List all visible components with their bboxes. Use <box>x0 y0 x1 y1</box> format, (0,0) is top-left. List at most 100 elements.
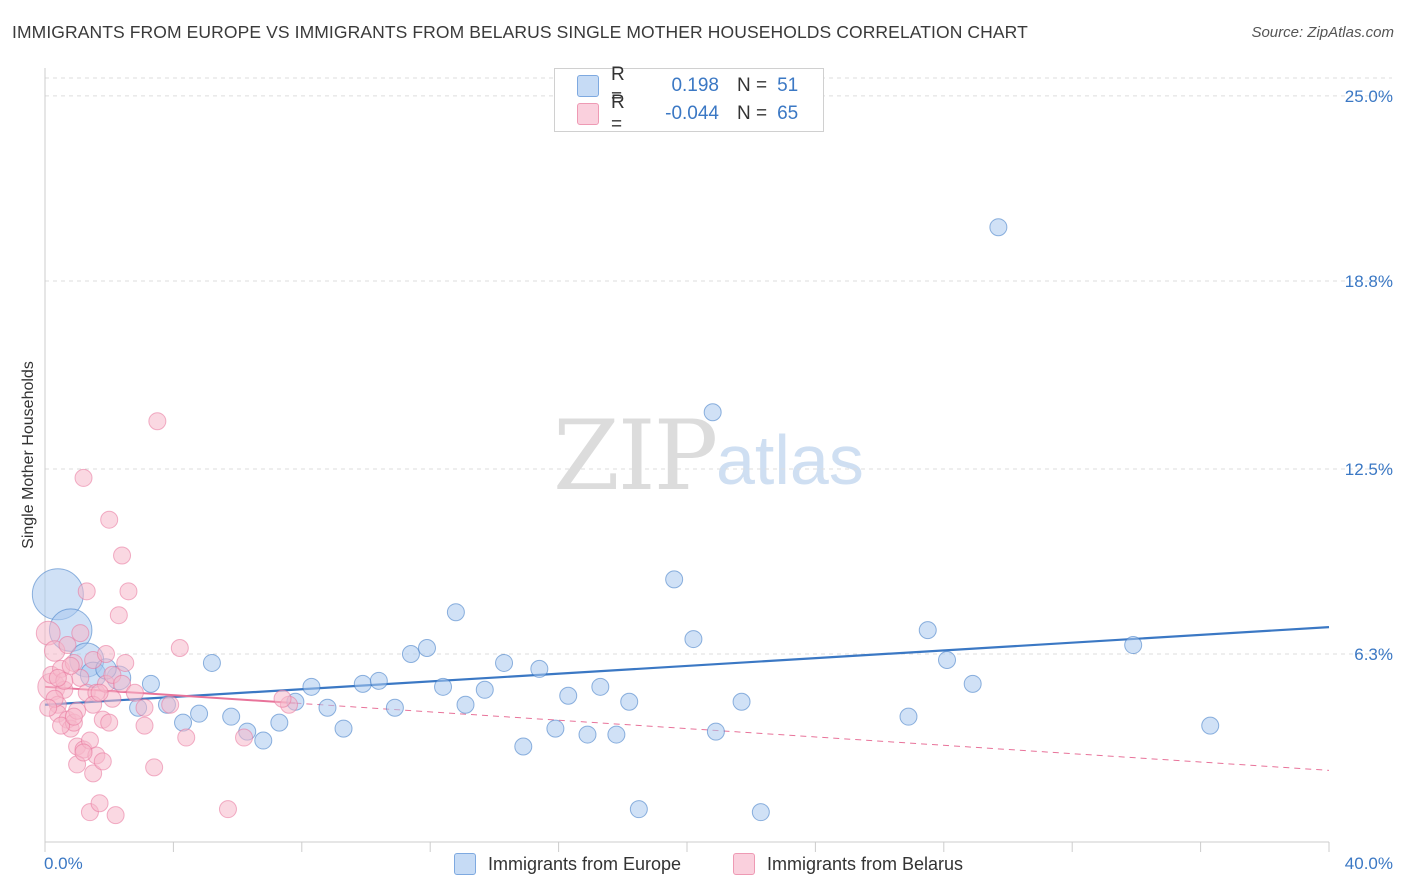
data-point <box>48 668 67 687</box>
data-point <box>417 639 436 658</box>
gridlines <box>45 77 1392 655</box>
data-point <box>218 800 237 819</box>
data-point <box>145 758 164 777</box>
data-point <box>170 639 189 658</box>
legend-r-value: 0.198 <box>671 75 719 96</box>
data-point <box>177 728 196 747</box>
data-point <box>318 698 337 717</box>
data-point <box>1201 716 1220 735</box>
data-point <box>100 510 119 529</box>
legend-r-label: R = <box>611 92 625 135</box>
data-point <box>113 674 132 693</box>
data-point <box>546 719 565 738</box>
data-point <box>530 659 549 678</box>
y-tick-label: 12.5% <box>1345 460 1393 479</box>
data-point <box>385 698 404 717</box>
y-tick-label: 18.8% <box>1345 272 1393 291</box>
watermark-zip: ZIP <box>553 400 718 512</box>
legend-swatch-europe <box>577 75 599 97</box>
data-point <box>706 722 725 741</box>
bottom-legend-belarus: Immigrants from Belarus <box>733 852 963 876</box>
data-point <box>202 653 221 672</box>
bottom-legend-swatch-europe <box>454 853 476 875</box>
data-point <box>302 677 321 696</box>
data-point <box>71 624 90 643</box>
data-point <box>39 698 58 717</box>
legend-row-europe: R = 0.198 N = 51 <box>577 64 799 107</box>
trend-line-europe <box>44 626 1330 706</box>
legend-n-value: 51 <box>777 75 799 96</box>
data-point <box>113 546 132 565</box>
data-point <box>119 582 138 601</box>
data-point <box>125 683 144 702</box>
data-point <box>938 650 957 669</box>
x-tick-label-max: 40.0% <box>1345 854 1393 873</box>
data-point <box>456 695 475 714</box>
data-point <box>446 603 465 622</box>
data-point <box>61 656 80 675</box>
data-point <box>273 689 292 708</box>
y-tick-label: 6.3% <box>1354 645 1393 664</box>
data-point <box>52 716 71 735</box>
bottom-legend-label-europe: Immigrants from Europe <box>488 853 682 874</box>
data-point <box>703 403 722 422</box>
data-point <box>607 725 626 744</box>
data-point <box>495 653 514 672</box>
correlation-legend: R = 0.198 N = 51 R = -0.044 N = 65 <box>554 64 824 135</box>
data-point <box>77 582 96 601</box>
data-point <box>141 674 160 693</box>
legend-row-belarus: R = -0.044 N = 65 <box>577 92 799 135</box>
data-point <box>96 644 115 663</box>
data-point <box>74 468 93 487</box>
x-tick-label-min: 0.0% <box>44 854 83 873</box>
data-point <box>434 677 453 696</box>
data-point <box>684 630 703 649</box>
data-point <box>106 806 125 825</box>
data-point <box>514 737 533 756</box>
data-point <box>353 674 372 693</box>
legend-r-value: -0.044 <box>665 103 719 124</box>
watermark-atlas: atlas <box>716 421 864 499</box>
data-point <box>918 621 937 640</box>
data-point <box>401 644 420 663</box>
data-point <box>899 707 918 726</box>
data-point <box>235 728 254 747</box>
data-point <box>591 677 610 696</box>
data-point <box>751 803 770 822</box>
series-europe-points <box>31 218 1220 822</box>
data-point <box>174 713 193 732</box>
y-tick-label: 25.0% <box>1345 87 1393 106</box>
source-credit: Source: ZipAtlas.com <box>1251 24 1394 41</box>
data-point <box>475 680 494 699</box>
data-point <box>369 671 388 690</box>
data-point <box>963 674 982 693</box>
data-point <box>116 653 135 672</box>
legend-n-value: 65 <box>777 103 799 124</box>
data-point <box>135 698 154 717</box>
data-point <box>222 707 241 726</box>
series-belarus-points <box>35 412 298 825</box>
data-point <box>270 713 289 732</box>
data-point <box>334 719 353 738</box>
data-point <box>732 692 751 711</box>
tick-labels: 6.3% 12.5% 18.8% 25.0% 0.0% 40.0% <box>44 87 1393 873</box>
data-point <box>161 695 180 714</box>
legend-n-label: N = <box>737 103 768 124</box>
data-point <box>90 794 109 813</box>
trend-line-belarus-dashed <box>295 702 1330 771</box>
bottom-legend-label-belarus: Immigrants from Belarus <box>767 853 964 874</box>
data-point <box>109 606 128 625</box>
data-point <box>90 683 109 702</box>
legend-r-label: R = <box>611 64 625 107</box>
data-point <box>84 764 103 783</box>
bottom-legend-europe: Immigrants from Europe <box>454 852 681 876</box>
data-point <box>620 692 639 711</box>
bottom-legend-swatch-belarus <box>733 853 755 875</box>
data-point <box>254 731 273 750</box>
data-point <box>135 716 154 735</box>
data-point <box>148 412 167 431</box>
data-point <box>93 752 112 771</box>
data-point <box>58 636 77 655</box>
data-point <box>1124 636 1143 655</box>
